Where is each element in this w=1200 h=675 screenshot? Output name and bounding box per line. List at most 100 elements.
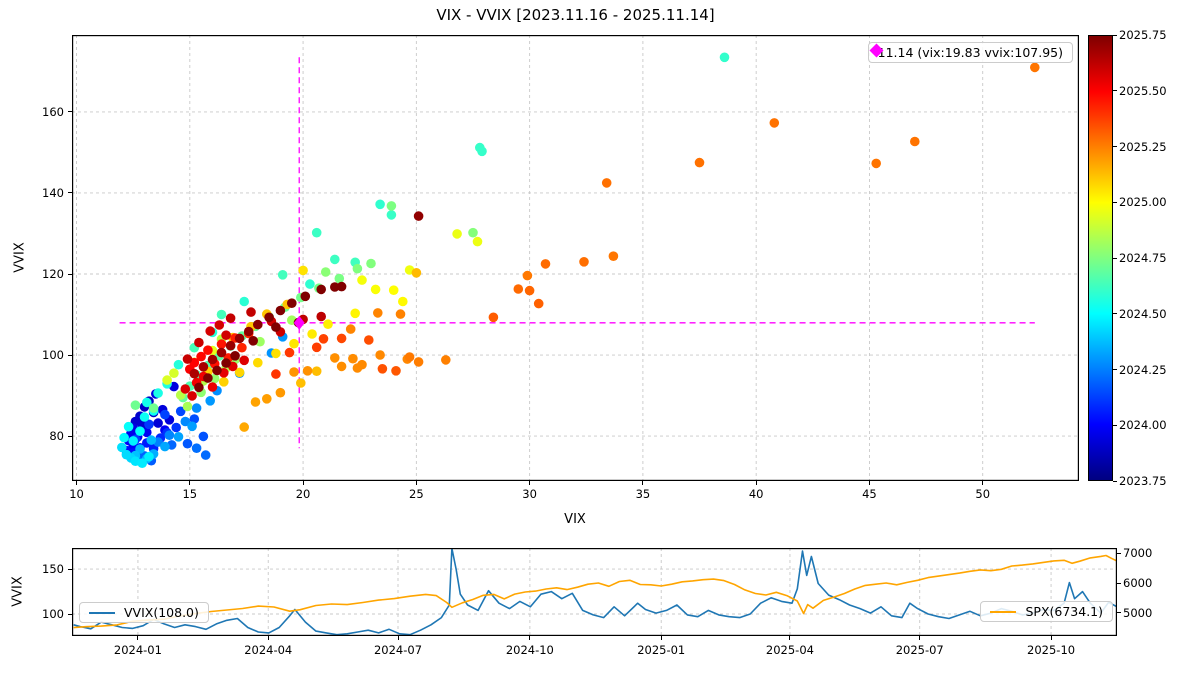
scatter-point: [194, 382, 204, 393]
x-tick-mark: [868, 481, 870, 485]
scatter-point: [352, 263, 363, 274]
scatter-point: [441, 355, 451, 365]
scatter-point: [316, 311, 326, 322]
scatter-point: [386, 210, 397, 220]
colorbar-tick-label: 2025.00: [1119, 195, 1167, 210]
scatter-point: [524, 285, 535, 296]
scatter-point: [248, 336, 258, 346]
scatter-point: [413, 357, 424, 367]
x-tick-label: 50: [975, 487, 991, 501]
scatter-point: [200, 450, 211, 460]
scatter-point: [348, 353, 358, 364]
x-tick-mark: [529, 636, 531, 640]
x-tick-label: 2025-04: [765, 643, 814, 657]
spx-line: [73, 554, 1117, 629]
colorbar-tick-label: 2025.75: [1119, 28, 1167, 42]
scatter-point: [234, 367, 245, 378]
x-tick-label: 20: [295, 487, 311, 501]
x-tick-label: 2024-04: [244, 643, 293, 657]
x-tick-label: 2025-10: [1027, 643, 1076, 657]
scatter-legend-label: 11.14 (vix:19.83 vvix:107.95): [877, 45, 1063, 60]
colorbar-tick-mark: [1113, 424, 1117, 426]
highlight-diamond: [293, 315, 305, 330]
x-tick-label: 45: [862, 487, 877, 501]
scatter-point: [289, 367, 299, 377]
scatter-point: [225, 313, 236, 324]
scatter-point: [366, 258, 376, 269]
scatter-point: [271, 348, 281, 359]
scatter-point: [144, 451, 154, 462]
y-tick-mark: [68, 192, 72, 194]
scatter-point: [311, 227, 322, 238]
scatter-point: [191, 443, 202, 454]
scatter-point: [871, 158, 881, 169]
scatter-point: [391, 366, 401, 376]
scatter-point: [189, 414, 200, 424]
scatter-point: [230, 351, 240, 361]
scatter-point: [336, 333, 347, 344]
spx-legend-label: SPX(6734.1): [1025, 604, 1103, 619]
scatter-point: [164, 430, 175, 441]
scatter-point: [191, 403, 202, 413]
left-y-tick-mark: [68, 568, 72, 570]
scatter-point: [130, 400, 141, 411]
scatter-point: [175, 406, 186, 417]
colorbar-tick-label: 2024.75: [1119, 251, 1167, 265]
x-tick-mark: [1050, 636, 1052, 640]
scatter-point: [239, 355, 249, 366]
axes-frame: [72, 35, 1079, 481]
colorbar-tick-mark: [1113, 146, 1117, 147]
scatter-point: [207, 382, 218, 392]
scatter-point: [216, 309, 227, 320]
scatter-point: [246, 307, 256, 317]
scatter-point: [171, 422, 181, 433]
scatter-point: [452, 229, 462, 239]
scatter-point: [173, 359, 184, 370]
y-axis-label: VVIX: [12, 242, 28, 273]
scatter-point: [388, 285, 399, 295]
scatter-point: [203, 345, 213, 356]
x-tick-mark: [189, 481, 191, 485]
axes-frame: [72, 548, 1117, 636]
scatter-point: [142, 397, 152, 408]
scatter-point: [311, 366, 322, 377]
scatter-point: [533, 298, 544, 309]
scatter-point: [160, 441, 170, 452]
scatter-point: [198, 431, 209, 442]
scatter-point: [404, 352, 415, 362]
scatter-point: [216, 347, 227, 358]
y-tick-label: 120: [42, 267, 64, 281]
x-tick-mark: [660, 636, 662, 640]
scatter-plot-area: 11.14 (vix:19.83 vvix:107.95): [72, 35, 1079, 481]
chart-title: VIX - VVIX [2023.11.16 - 2025.11.14]: [436, 6, 715, 24]
colorbar-tick-mark: [1113, 201, 1117, 203]
scatter-point: [253, 319, 263, 330]
right-y-tick-mark: [1117, 612, 1121, 614]
colorbar-tick-mark: [1113, 257, 1117, 259]
scatter-point: [275, 305, 286, 316]
scatter-point: [277, 270, 288, 280]
scatter-point: [377, 364, 388, 374]
x-tick-label: 30: [522, 487, 537, 501]
x-tick-mark: [397, 636, 399, 640]
x-tick-mark: [267, 636, 269, 640]
scatter-point: [219, 377, 229, 387]
scatter-point: [205, 326, 215, 336]
scatter-point: [160, 409, 170, 420]
x-tick-label: 25: [409, 487, 424, 501]
scatter-point: [364, 335, 374, 345]
scatter-point: [221, 330, 231, 341]
y-tick-mark: [68, 273, 72, 275]
scatter-canvas: [72, 35, 1079, 481]
scatter-point: [373, 308, 383, 318]
scatter-legend: 11.14 (vix:19.83 vvix:107.95): [867, 42, 1073, 63]
scatter-point: [345, 324, 356, 334]
scatter-point: [194, 337, 204, 348]
x-tick-mark: [919, 636, 921, 640]
highlight-diamond-icon: [869, 43, 884, 58]
scatter-point: [370, 284, 381, 295]
x-tick-mark: [137, 636, 139, 640]
x-tick-mark: [302, 481, 304, 485]
scatter-point: [336, 361, 347, 372]
scatter-point: [225, 340, 236, 351]
